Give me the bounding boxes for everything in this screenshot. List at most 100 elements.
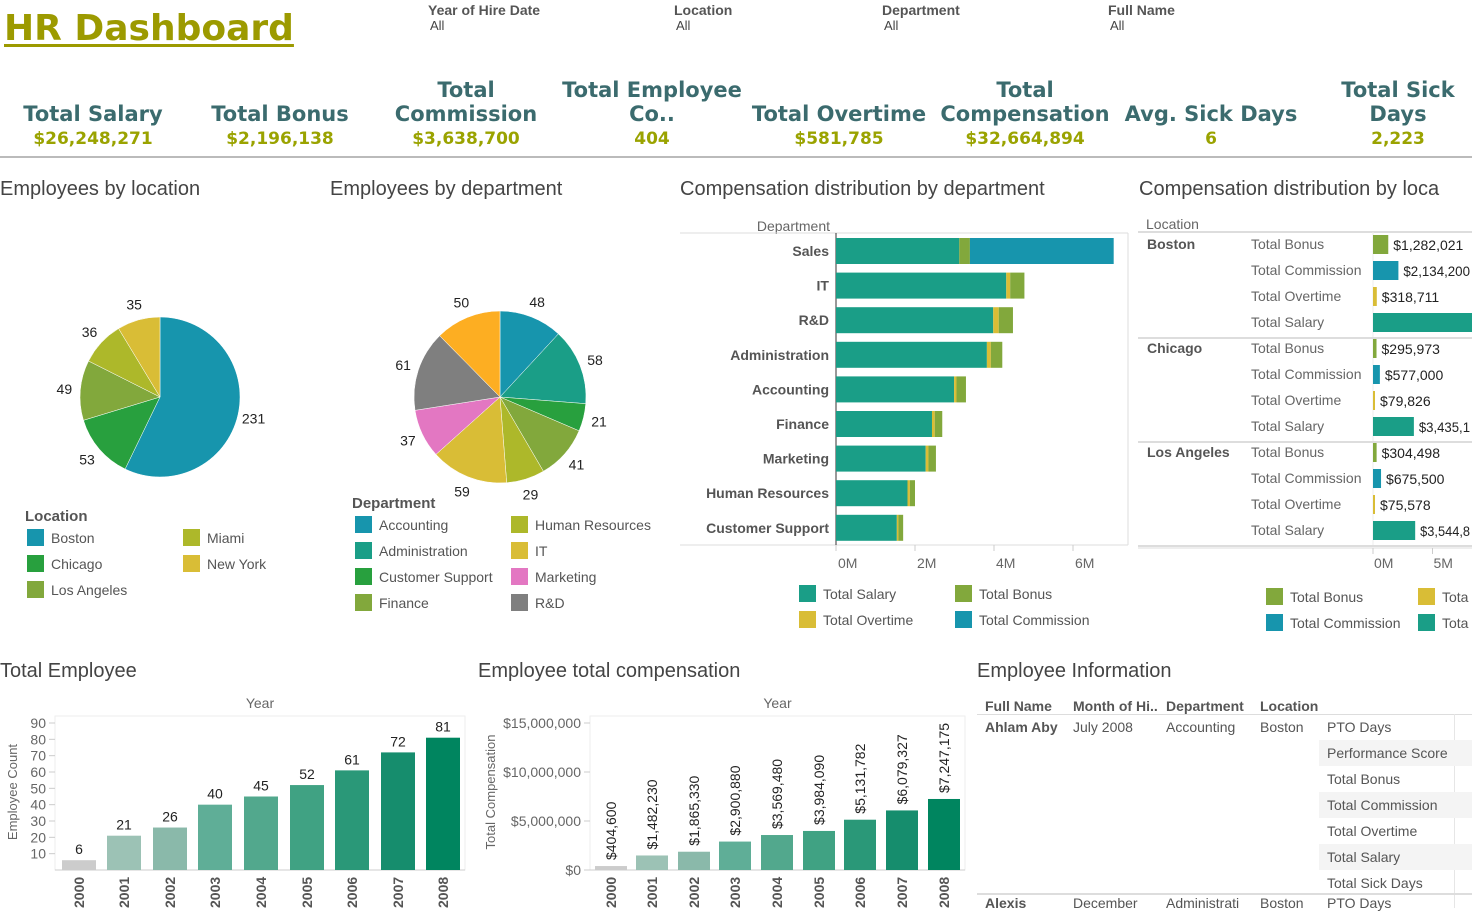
- cell-location: Boston: [1260, 895, 1304, 911]
- cell-name: Alexis: [985, 895, 1027, 911]
- bar-value-label: $3,544,8: [1420, 523, 1470, 539]
- legend-item[interactable]: Total Salary: [799, 585, 896, 602]
- cell-location: Boston: [1260, 719, 1304, 735]
- legend-item[interactable]: Accounting: [355, 516, 448, 533]
- kpi-value: $581,785: [794, 129, 884, 149]
- measure-label: Total Overtime: [1251, 496, 1341, 512]
- kpi-total-commission: Total Commission $3,638,700: [376, 74, 556, 149]
- legend-swatch: [511, 542, 528, 559]
- row-shade: [1319, 844, 1472, 870]
- bar-value-label: 26: [162, 809, 178, 825]
- filter-value[interactable]: All: [430, 18, 445, 33]
- column-header[interactable]: Month of Hi..: [1073, 698, 1158, 714]
- filter-value[interactable]: All: [884, 18, 899, 33]
- bar-value-label: $1,282,021: [1393, 237, 1463, 253]
- legend-swatch: [27, 529, 44, 546]
- bar-value-label: $79,826: [1380, 393, 1431, 409]
- column-header[interactable]: Department: [1166, 698, 1244, 714]
- filter-value[interactable]: All: [676, 18, 691, 33]
- kpi-label: Total Sick Days: [1341, 78, 1455, 126]
- legend-item[interactable]: New York: [183, 555, 266, 572]
- legend-item[interactable]: Miami: [183, 529, 244, 546]
- bar-segment: [956, 376, 966, 403]
- bar-value-label: 45: [253, 778, 269, 794]
- legend-item[interactable]: Human Resources: [511, 516, 651, 533]
- pie-slice: [79, 360, 161, 421]
- pie-slice-label: 53: [79, 451, 95, 467]
- section-title: Employees by department: [330, 178, 563, 200]
- pie-slice-label: 231: [242, 410, 266, 426]
- legend-item[interactable]: Marketing: [511, 568, 596, 585]
- legend-item[interactable]: Administration: [355, 542, 468, 559]
- filter-full-name[interactable]: Full Name All: [1108, 2, 1175, 33]
- bar-value-label: $7,247,175: [936, 723, 952, 793]
- filter-label: Department: [882, 2, 960, 18]
- filter-location[interactable]: Location All: [674, 2, 732, 33]
- legend-item[interactable]: Tota: [1418, 614, 1468, 631]
- bar-value-label: $75,578: [1380, 497, 1431, 513]
- legend-item[interactable]: IT: [511, 542, 547, 559]
- legend-item[interactable]: R&D: [511, 594, 565, 611]
- x-tick-label: 2005: [811, 877, 827, 908]
- legend-item[interactable]: Tota: [1418, 588, 1468, 605]
- bar-segment: [1006, 272, 1011, 299]
- x-tick-label: 2002: [162, 877, 178, 908]
- legend-item[interactable]: Finance: [355, 594, 429, 611]
- axis-title: Year: [763, 695, 792, 711]
- legend-swatch: [799, 611, 816, 628]
- cell-name: Ahlam Aby: [985, 719, 1058, 735]
- bar-segment: [986, 341, 991, 368]
- kpi-total-salary: Total Salary $26,248,271: [3, 74, 183, 149]
- bar: [1373, 417, 1414, 436]
- column-header[interactable]: Location: [1260, 698, 1319, 714]
- bar: [1373, 469, 1382, 488]
- legend-label: Customer Support: [379, 568, 493, 585]
- bar-segment: [898, 514, 904, 541]
- kpi-value: $2,196,138: [226, 129, 334, 149]
- x-tick-label: 4M: [996, 555, 1015, 571]
- cell-month: July 2008: [1073, 719, 1133, 735]
- legend-item[interactable]: Total Commission: [1266, 614, 1400, 631]
- legend-item[interactable]: Los Angeles: [27, 581, 127, 598]
- column-header[interactable]: Full Name: [985, 698, 1052, 714]
- legend-item[interactable]: Total Overtime: [799, 611, 913, 628]
- kpi-value: 2,223: [1371, 129, 1425, 149]
- bar-value-label: $3,569,480: [769, 759, 785, 829]
- bar-segment: [836, 445, 926, 472]
- kpi-label: Total Compensation: [940, 78, 1110, 126]
- pie-slice: [118, 316, 161, 398]
- pie-slice: [439, 310, 501, 398]
- x-tick-label: 2007: [390, 877, 406, 908]
- filter-department[interactable]: Department All: [882, 2, 960, 33]
- bar: [886, 810, 918, 870]
- legend-label: Total Commission: [979, 611, 1090, 628]
- legend-label: Accounting: [379, 516, 449, 533]
- kpi-label: Total Commission: [394, 78, 538, 126]
- legend-item[interactable]: Total Bonus: [955, 585, 1052, 602]
- legend-item[interactable]: Boston: [27, 529, 95, 546]
- kpi-total-bonus: Total Bonus $2,196,138: [190, 74, 370, 149]
- legend-item[interactable]: Chicago: [27, 555, 102, 572]
- bar-value-label: $6,079,327: [894, 734, 910, 804]
- x-tick-label: 5M: [1434, 555, 1453, 571]
- legend-item[interactable]: Customer Support: [355, 568, 493, 585]
- bar-value-label: 6: [75, 841, 83, 857]
- kpi-label: Total Bonus: [211, 102, 349, 126]
- cell-month: December: [1073, 895, 1138, 911]
- filter-value[interactable]: All: [1110, 18, 1125, 33]
- x-tick-label: 2006: [852, 877, 868, 908]
- legend-item[interactable]: Total Commission: [955, 611, 1089, 628]
- header-rule: [977, 714, 1472, 715]
- pie-slice-label: 49: [57, 381, 73, 397]
- bar: [1373, 287, 1377, 306]
- legend-swatch: [1418, 588, 1435, 605]
- filter-year-of-hire[interactable]: Year of Hire Date All: [428, 2, 540, 33]
- pie-slice-label: 48: [529, 294, 545, 310]
- x-tick-label: 2004: [769, 877, 785, 908]
- measure-name: PTO Days: [1327, 719, 1392, 735]
- pie-slice: [499, 333, 587, 404]
- category-label: Finance: [776, 416, 829, 432]
- legend-item[interactable]: Total Bonus: [1266, 588, 1363, 605]
- category-label: Sales: [792, 243, 829, 259]
